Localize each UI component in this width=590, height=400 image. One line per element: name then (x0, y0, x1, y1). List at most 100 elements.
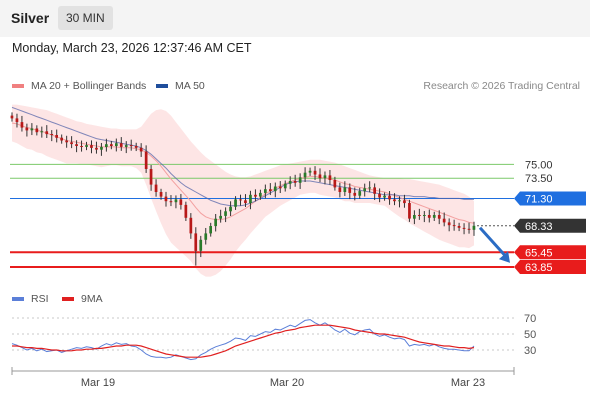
candle-up (115, 143, 118, 146)
candle-up (363, 188, 366, 192)
candle-down (239, 199, 242, 201)
candle-down (437, 215, 441, 219)
candle-down (15, 118, 19, 123)
bollinger-band-area (12, 104, 474, 277)
level-label-65-45-box (514, 245, 586, 260)
candle-up (174, 199, 178, 203)
candle-down (452, 225, 456, 227)
candle-down (184, 204, 188, 218)
candles-group (10, 112, 476, 266)
x-tick-label: Mar 19 (81, 377, 115, 389)
candle-up (234, 199, 237, 207)
candle-down (393, 199, 396, 202)
candle-down (353, 192, 357, 196)
candle-down (467, 228, 471, 230)
candle-down (129, 145, 133, 147)
x-tick-label: Mar 20 (270, 377, 304, 389)
candle-up (303, 172, 307, 178)
candle-down (244, 200, 247, 204)
legend-bollinger: MA 20 + Bollinger Bands (12, 80, 146, 92)
candle-up (472, 225, 476, 230)
candle-down (333, 180, 337, 188)
rsi-series-rsi (11, 319, 475, 361)
candle-down (378, 193, 381, 198)
level-label-63-85-box (514, 259, 586, 274)
candle-down (338, 187, 342, 192)
candle-down (149, 169, 153, 185)
candle-up (100, 146, 103, 150)
candle-down (80, 146, 83, 147)
forecast-arrow-shaft (478, 226, 510, 260)
candle-down (144, 151, 148, 169)
credit-text: Research © 2026 Trading Central (423, 80, 580, 92)
candle-up (264, 189, 267, 193)
candle-up (343, 187, 347, 192)
legend-ma50-label: MA 50 (175, 80, 205, 92)
candle-down (194, 233, 198, 251)
candle-up (40, 131, 44, 133)
candle-down (139, 147, 143, 152)
candle-down (189, 217, 193, 234)
level-label-73-50: 73.50 (525, 173, 553, 185)
legend-ma50: MA 50 (156, 80, 205, 92)
candle-up (85, 145, 88, 147)
legend-rsi: RSI (12, 293, 49, 305)
rsi-tick-30: 30 (524, 345, 536, 357)
candle-down (45, 131, 49, 135)
candle-up (209, 226, 212, 234)
candle-down (154, 184, 158, 192)
candle-down (159, 192, 163, 197)
candle-down (418, 215, 421, 216)
candle-down (95, 147, 98, 150)
current-price-label-box (514, 218, 586, 233)
timeframe-button[interactable]: 30 MIN (58, 6, 113, 30)
candle-down (164, 196, 168, 202)
candle-up (298, 177, 302, 183)
chart-datetime: Monday, March 23, 2026 12:37:46 AM CET (12, 41, 252, 55)
candle-up (383, 195, 386, 198)
candle-down (70, 142, 73, 145)
legend-rsi-ma: 9MA (62, 293, 103, 305)
rsi-ma-swatch (62, 297, 74, 301)
candle-up (358, 191, 362, 196)
candle-up (273, 186, 277, 192)
bollinger-swatch (12, 84, 24, 88)
bollinger-mid-line (11, 122, 475, 224)
candle-up (199, 239, 203, 251)
candle-up (204, 233, 208, 240)
candle-up (30, 128, 34, 131)
candle-up (413, 215, 416, 219)
ma50-line (11, 106, 474, 207)
candle-up (229, 206, 232, 212)
legend-rsi-ma-label: 9MA (81, 293, 103, 305)
candle-down (328, 175, 332, 180)
legend-rsi-label: RSI (31, 293, 49, 305)
candle-down (313, 170, 317, 175)
candle-down (318, 174, 322, 179)
forecast-arrow-head (498, 251, 510, 263)
header-bar: Silver 30 MIN (0, 0, 590, 37)
candle-down (388, 195, 391, 200)
candle-down (25, 127, 29, 131)
level-label-65-45: 65.45 (525, 247, 553, 259)
candle-up (124, 145, 128, 147)
candle-down (169, 201, 173, 203)
candle-down (408, 203, 411, 219)
candle-down (179, 199, 183, 205)
candle-down (119, 143, 123, 147)
candle-up (423, 215, 426, 216)
candle-down (278, 186, 282, 189)
candle-up (249, 194, 252, 204)
x-tick-label: Mar 23 (451, 377, 485, 389)
instrument-title: Silver (11, 10, 50, 26)
candle-down (442, 218, 446, 223)
current-price-label: 68.33 (525, 221, 553, 233)
candle-up (288, 181, 292, 184)
level-label-71-30-box (514, 191, 586, 206)
rsi-series-ma (12, 324, 475, 358)
legend-bollinger-label: MA 20 + Bollinger Bands (31, 80, 147, 92)
rsi-tick-70: 70 (524, 313, 536, 325)
candle-up (323, 175, 327, 179)
candle-up (105, 144, 108, 147)
